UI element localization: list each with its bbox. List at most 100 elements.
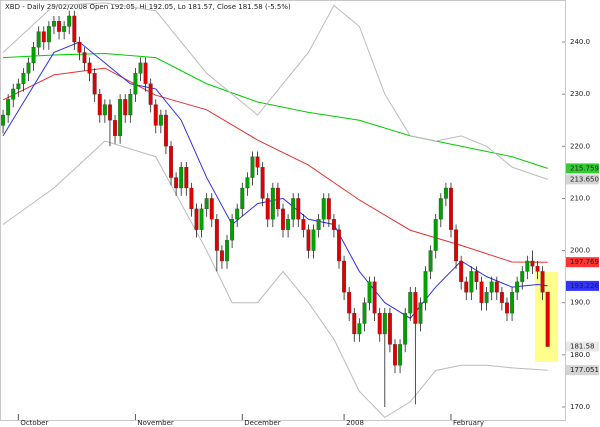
candle-body	[153, 104, 158, 126]
indicator-line	[3, 52, 548, 169]
candle-body	[1, 114, 6, 126]
candle-body	[184, 166, 189, 189]
candle-body	[291, 198, 296, 220]
candle-body	[357, 323, 362, 335]
candle-body	[296, 198, 301, 220]
candle-body	[46, 26, 51, 43]
candle-body	[82, 52, 87, 64]
candle-body	[133, 73, 138, 95]
candle-body	[377, 312, 382, 335]
candle-body	[428, 250, 433, 272]
candle-body	[11, 88, 16, 100]
x-tick-label: February	[453, 419, 484, 427]
candle-body	[209, 198, 214, 220]
candle-body	[479, 281, 484, 303]
candle-body	[367, 281, 372, 303]
candle-body	[316, 219, 321, 230]
candle-body	[260, 166, 265, 199]
candle-body	[97, 94, 102, 116]
candle-body	[418, 302, 423, 324]
candle-body	[489, 281, 494, 293]
candle-body	[194, 208, 199, 230]
candle-body	[301, 219, 306, 230]
candle-body	[92, 73, 97, 95]
candle-body	[484, 292, 489, 303]
last-value-label: 177.051	[570, 366, 599, 374]
candle-body	[31, 47, 36, 64]
candle-body	[250, 156, 255, 178]
indicator-line	[2, 41, 548, 319]
indicator-line	[2, 140, 548, 419]
candle-body	[21, 73, 26, 84]
candle-body	[342, 260, 347, 293]
candle-body	[362, 302, 367, 324]
x-tick-label: December	[244, 419, 280, 427]
candle-body	[423, 271, 428, 303]
candle-body	[255, 156, 260, 168]
candle-body	[494, 281, 499, 293]
y-tick-label: 170.0	[570, 403, 590, 411]
candle-body	[530, 260, 535, 267]
candle-body	[265, 198, 270, 220]
last-value-box	[566, 280, 599, 291]
candle-body	[347, 292, 352, 314]
candle-body	[26, 62, 31, 74]
candle-body	[6, 99, 11, 116]
candle-body	[102, 104, 107, 116]
y-tick-label: 200.0	[570, 247, 590, 255]
candle-body	[306, 229, 311, 251]
candle-body	[113, 120, 117, 137]
candle-body	[438, 198, 443, 220]
close-label: 181.58	[570, 343, 595, 351]
x-tick-label: October	[20, 419, 48, 427]
candle-body	[235, 208, 240, 220]
x-tick-label: 2008	[346, 419, 364, 427]
candle-body	[158, 114, 163, 126]
candle-body	[403, 312, 408, 345]
candle-body	[16, 83, 21, 90]
candle-body	[143, 62, 148, 84]
close-label-box	[566, 341, 599, 352]
candle-body	[163, 114, 168, 147]
indicator-line	[2, 67, 548, 263]
candle-body	[225, 239, 229, 262]
candle-body	[540, 271, 545, 293]
candle-body	[505, 302, 509, 314]
last-value-box	[566, 365, 599, 376]
candle-body	[199, 208, 204, 230]
y-tick-label: 220.0	[570, 142, 590, 150]
candle-body	[535, 266, 540, 272]
candles	[1, 10, 550, 407]
candle-body	[525, 260, 530, 272]
candle-body	[499, 292, 504, 303]
candle-body	[515, 281, 520, 293]
candle-body	[245, 177, 250, 189]
candle-body	[189, 187, 194, 210]
axes: 170.0 180.0 190.0 200.0 210.0 220.0 230.0 240.0…	[17, 38, 599, 427]
candle-body	[337, 229, 341, 262]
last-value-label: 213.650	[570, 175, 599, 183]
candle-body	[382, 312, 387, 335]
candle-body	[520, 271, 525, 282]
last-value-box	[566, 163, 599, 174]
candle-body	[275, 187, 280, 210]
last-value-box	[566, 174, 599, 185]
candle-body	[72, 15, 77, 43]
candle-body	[459, 260, 464, 282]
candle-body	[443, 187, 448, 199]
candle-body	[148, 83, 153, 105]
candle-body	[57, 21, 61, 32]
candle-body	[270, 187, 275, 220]
y-tick-label: 210.0	[570, 194, 590, 202]
candle-body	[174, 177, 179, 189]
y-tick-label: 230.0	[570, 90, 590, 98]
candle-body	[286, 219, 291, 230]
candle-body	[230, 219, 235, 241]
candle-body	[214, 219, 219, 251]
y-tick-label: 190.0	[570, 299, 590, 307]
candle-body	[240, 187, 245, 210]
candle-body	[169, 146, 173, 178]
indicator-line	[2, 2, 548, 180]
